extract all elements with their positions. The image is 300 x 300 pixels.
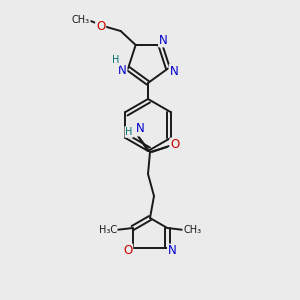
Text: N: N [168, 244, 177, 257]
Text: O: O [170, 139, 180, 152]
Text: O: O [96, 20, 105, 32]
Text: N: N [118, 64, 126, 77]
Text: H: H [125, 127, 133, 137]
Text: N: N [169, 65, 178, 78]
Text: H: H [112, 56, 120, 65]
Text: CH₃: CH₃ [72, 15, 90, 25]
Text: N: N [159, 34, 168, 46]
Text: O: O [123, 244, 132, 257]
Text: CH₃: CH₃ [183, 225, 201, 235]
Text: N: N [136, 122, 144, 136]
Text: H₃C: H₃C [99, 225, 117, 235]
